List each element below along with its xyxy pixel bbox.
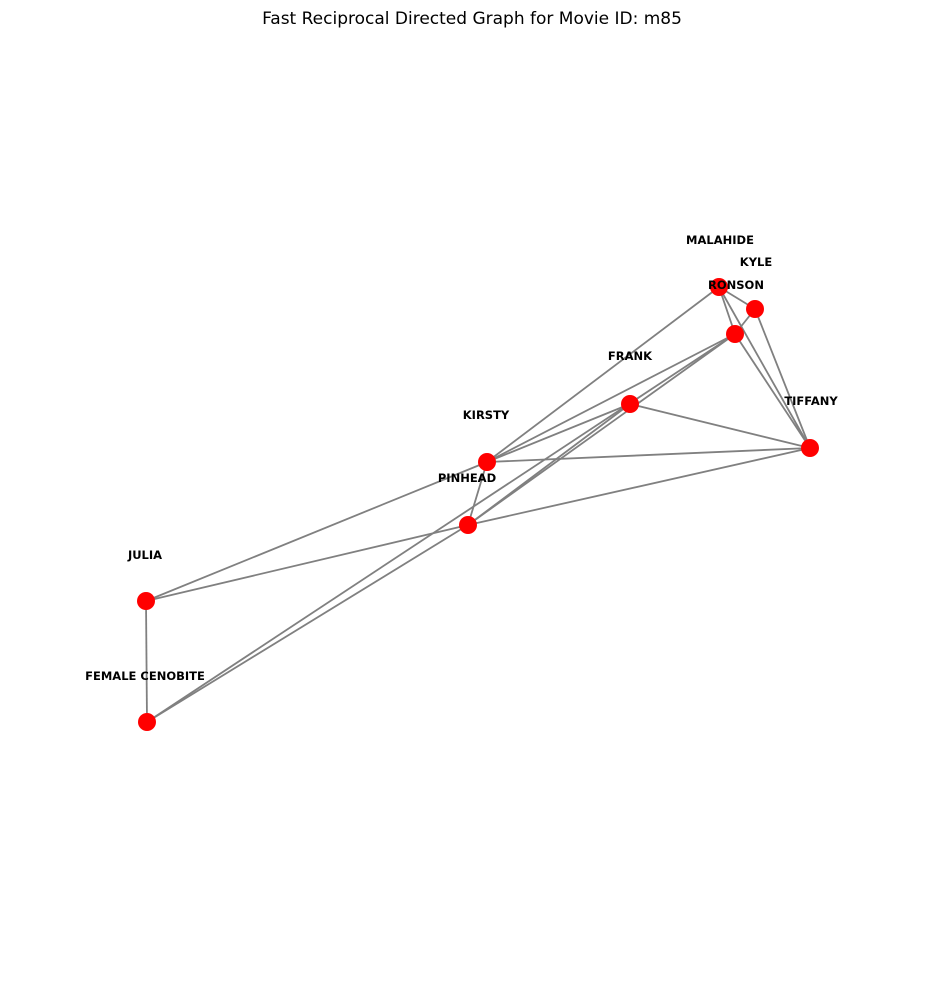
node-ronson [726,325,744,343]
edge-ronson-to-kirsty [486,333,736,463]
node-malahide [710,278,728,296]
edge-julia-to-female-cenobite [145,600,148,723]
node-label-pinhead: PINHEAD [438,471,496,485]
node-julia [137,592,155,610]
labels-layer: MALAHIDE KYLE RONSON FRANK TIFFANY KIRSTY PINH… [85,233,838,683]
node-label-frank: FRANK [608,349,653,363]
edge-malahide-to-kirsty [486,286,720,463]
edge-tiffany-to-kirsty [486,447,811,463]
node-tiffany [801,439,819,457]
node-label-kirsty: KIRSTY [463,408,510,422]
edge-kyle-to-tiffany [754,308,811,449]
edge-malahide-to-tiffany [718,286,811,449]
edge-ronson-to-tiffany [734,333,811,449]
edge-pinhead-to-female-cenobite [146,524,469,723]
node-kyle [746,300,764,318]
edge-frank-to-pinhead [467,403,631,526]
node-kirsty [478,453,496,471]
edge-ronson-to-pinhead [467,333,736,526]
edge-kirsty-to-julia [145,461,488,602]
graph-title: Fast Reciprocal Directed Graph for Movie… [262,9,682,29]
edge-tiffany-to-pinhead [467,447,811,526]
node-label-julia: JULIA [127,548,162,562]
edges-layer [145,286,811,723]
node-frank [621,395,639,413]
node-label-female-cenobite: FEMALE CENOBITE [85,669,205,683]
nodes-layer [137,278,819,731]
edge-frank-to-tiffany [629,403,811,449]
node-pinhead [459,516,477,534]
node-label-ronson: RONSON [708,278,764,292]
node-label-tiffany: TIFFANY [784,394,838,408]
node-female-cenobite [138,713,156,731]
node-label-malahide: MALAHIDE [686,233,754,247]
edge-frank-to-kirsty [486,403,631,463]
node-label-kyle: KYLE [740,255,773,269]
edge-pinhead-to-julia [145,524,469,602]
edge-kirsty-to-pinhead [467,461,488,526]
